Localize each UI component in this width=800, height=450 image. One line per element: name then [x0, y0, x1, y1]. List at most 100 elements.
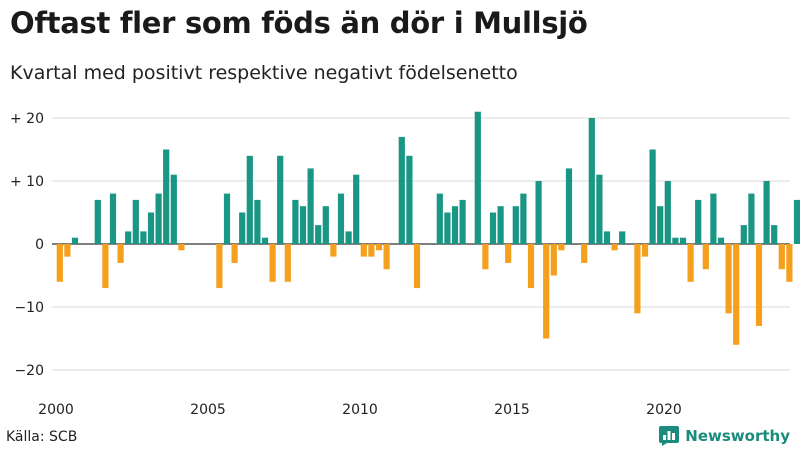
x-tick-label: 2010: [342, 402, 378, 418]
bar: [292, 199, 299, 244]
bar: [406, 155, 413, 244]
brand-logo[interactable]: Newsworthy: [659, 426, 790, 446]
bar: [436, 193, 443, 244]
bars: [56, 111, 800, 345]
bar: [771, 225, 778, 244]
bar: [550, 244, 557, 276]
bar: [527, 244, 535, 289]
bar: [375, 244, 383, 251]
bar: [246, 155, 253, 244]
y-tick-label: + 10: [10, 174, 44, 190]
bar: [725, 244, 732, 314]
bar: [368, 244, 375, 257]
source-label: Källa: SCB: [6, 429, 78, 445]
bar: [497, 206, 504, 244]
bar: [94, 199, 101, 244]
y-axis: + 20 + 10 0 −10 −20: [10, 111, 44, 379]
bar: [383, 244, 390, 270]
bar: [261, 237, 269, 244]
y-tick-label: + 20: [10, 111, 44, 127]
bar: [733, 244, 740, 345]
bar: [163, 149, 170, 244]
bar: [360, 244, 367, 257]
bar: [641, 244, 649, 257]
bar: [535, 181, 542, 244]
bar: [664, 181, 671, 244]
bar: [64, 244, 71, 257]
bar: [755, 244, 763, 326]
bar: [451, 206, 459, 244]
bar: [102, 244, 109, 289]
bar: [740, 225, 747, 244]
newsworthy-logo-icon: [659, 426, 680, 446]
bar: [307, 168, 314, 244]
bar: [444, 212, 451, 244]
bar: [786, 244, 793, 282]
x-tick-label: 2015: [494, 402, 530, 418]
bar: [679, 237, 687, 244]
bar: [132, 199, 139, 244]
bar: [345, 231, 352, 244]
bar: [611, 244, 618, 251]
bar: [284, 244, 291, 282]
bar: [748, 193, 755, 244]
bar: [299, 206, 307, 244]
chart-subtitle: Kvartal med positivt respektive negativt…: [10, 62, 518, 84]
bar: [315, 225, 322, 244]
bar: [178, 244, 185, 251]
bar: [634, 244, 641, 314]
bar: [277, 155, 284, 244]
y-tick-label: 0: [35, 237, 44, 253]
bar: [337, 193, 345, 244]
bar: [459, 199, 466, 244]
bar: [596, 174, 603, 244]
bar: [657, 206, 664, 244]
bar: [489, 212, 497, 244]
bar: [474, 111, 481, 244]
bar: [254, 199, 261, 244]
bar: [322, 206, 329, 244]
grid-lines: [52, 117, 790, 371]
bar: [520, 193, 527, 244]
bar: [687, 244, 694, 282]
bar: [398, 136, 405, 244]
bar: [125, 231, 132, 244]
bar: [710, 193, 717, 244]
bar: [763, 181, 770, 244]
bar: [71, 237, 79, 244]
bar: [223, 193, 231, 244]
bar: [413, 244, 421, 289]
bar: [56, 244, 63, 282]
bar: [565, 168, 573, 244]
bar: [239, 212, 246, 244]
bar: [170, 174, 177, 244]
bar: [649, 149, 656, 244]
bar: [482, 244, 489, 270]
x-axis: 2000 2005 2010 2015 2020: [38, 402, 682, 418]
bar: [588, 118, 595, 244]
bar: [793, 199, 800, 244]
bar: [619, 231, 626, 244]
bar: [269, 244, 276, 282]
bar: [695, 199, 702, 244]
bar: [109, 193, 117, 244]
bar: [147, 212, 155, 244]
bar: [231, 244, 238, 263]
x-tick-label: 2000: [38, 402, 74, 418]
brand-name: Newsworthy: [685, 427, 790, 445]
bar: [512, 206, 519, 244]
bar: [117, 244, 124, 263]
x-tick-label: 2020: [646, 402, 682, 418]
bar: [353, 174, 360, 244]
bar: [330, 244, 337, 257]
bar: [581, 244, 588, 263]
bar: [603, 231, 611, 244]
y-tick-label: −20: [14, 363, 44, 379]
y-tick-label: −10: [14, 300, 44, 316]
bar: [778, 244, 785, 270]
bar: [155, 193, 162, 244]
x-tick-label: 2005: [190, 402, 226, 418]
bar: [216, 244, 223, 289]
bar: [672, 237, 679, 244]
